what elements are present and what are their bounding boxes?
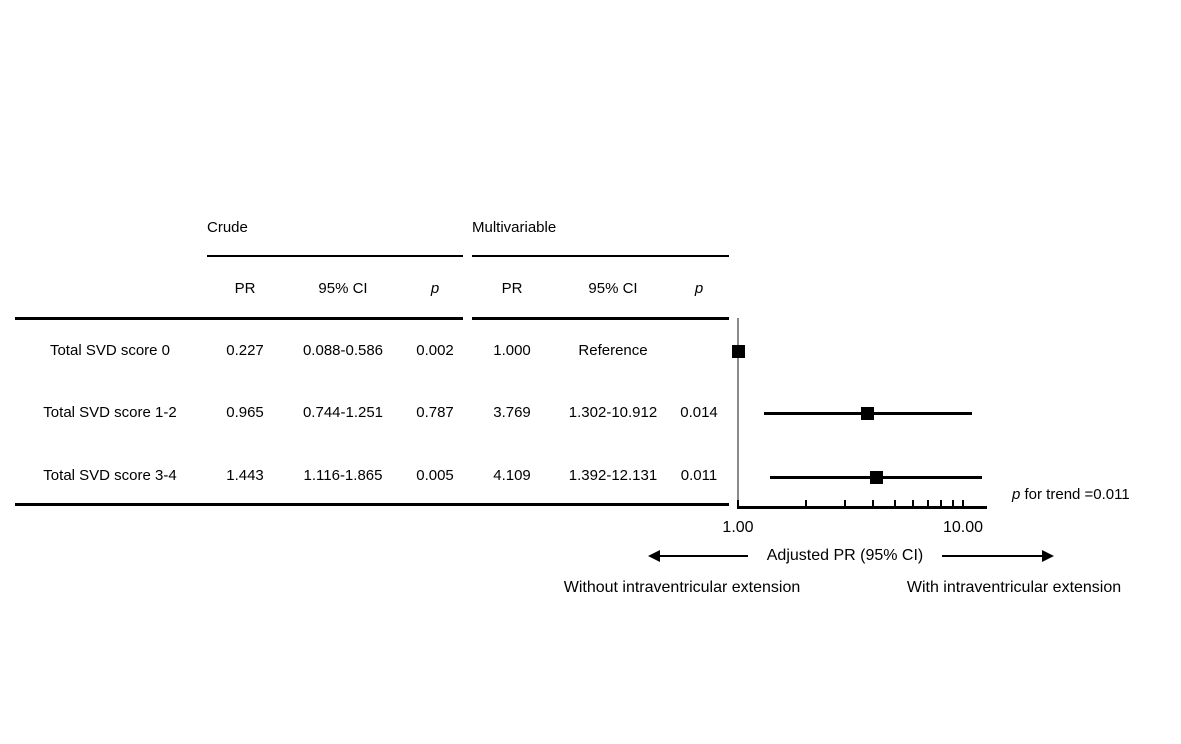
crude-header-underline bbox=[207, 255, 463, 257]
x-axis-tick bbox=[940, 500, 943, 506]
subheader-multi-p: p bbox=[694, 280, 704, 297]
pr-marker bbox=[861, 406, 875, 420]
right-arrow-icon bbox=[1042, 550, 1054, 562]
x-axis-tick bbox=[737, 500, 739, 506]
left-direction-label: Without intraventricular extension bbox=[563, 579, 801, 596]
multi-pr-cell: 3.769 bbox=[493, 404, 531, 421]
left-arrow-line bbox=[658, 555, 748, 557]
subheader-crude-ci: 95% CI bbox=[318, 280, 368, 297]
x-axis-tick bbox=[927, 500, 930, 506]
crude-ci-cell: 0.744-1.251 bbox=[302, 404, 384, 421]
multi-ci-cell: 1.392-12.131 bbox=[568, 467, 658, 484]
multi-p-cell: 0.011 bbox=[680, 467, 718, 484]
pr-marker bbox=[731, 344, 745, 358]
x-axis-tick bbox=[844, 500, 847, 506]
x-axis-tick bbox=[912, 500, 915, 506]
left-arrow-icon bbox=[648, 550, 660, 562]
reference-line bbox=[737, 318, 739, 506]
x-axis-tick bbox=[872, 500, 875, 506]
subheader-multi-pr: PR bbox=[501, 280, 523, 297]
row-label: Total SVD score 0 bbox=[49, 342, 171, 359]
multi-pr-cell: 1.000 bbox=[493, 342, 531, 359]
crude-p-cell: 0.002 bbox=[416, 342, 454, 359]
crude-pr-cell: 0.227 bbox=[226, 342, 264, 359]
x-axis-tick bbox=[951, 500, 954, 506]
p-for-trend-text: for trend =0.011 bbox=[1020, 486, 1130, 503]
subheader-crude-pr: PR bbox=[234, 280, 256, 297]
group-header-multivariable: Multivariable bbox=[472, 219, 557, 236]
crude-pr-cell: 1.443 bbox=[226, 467, 264, 484]
table-top-rule-right bbox=[472, 317, 729, 320]
row-label: Total SVD score 3-4 bbox=[43, 467, 177, 484]
group-header-crude: Crude bbox=[207, 219, 248, 236]
table-bottom-rule bbox=[15, 503, 729, 506]
right-direction-label: With intraventricular extension bbox=[906, 579, 1122, 596]
pr-marker bbox=[869, 470, 883, 484]
x-axis-tick-label: 10.00 bbox=[942, 519, 984, 536]
multi-ci-cell: 1.302-10.912 bbox=[568, 404, 658, 421]
crude-pr-cell: 0.965 bbox=[226, 404, 264, 421]
table-top-rule-left bbox=[15, 317, 463, 320]
x-axis-tick bbox=[804, 500, 807, 506]
crude-ci-cell: 1.116-1.865 bbox=[303, 467, 383, 484]
crude-ci-cell: 0.088-0.586 bbox=[302, 342, 384, 359]
x-axis-label: Adjusted PR (95% CI) bbox=[766, 547, 924, 564]
x-axis-tick bbox=[962, 500, 964, 506]
subheader-multi-ci: 95% CI bbox=[588, 280, 638, 297]
right-arrow-line bbox=[942, 555, 1042, 557]
x-axis-tick-label: 1.00 bbox=[722, 519, 754, 536]
crude-p-cell: 0.005 bbox=[416, 467, 454, 484]
multi-p-cell: 0.014 bbox=[680, 404, 718, 421]
crude-p-cell: 0.787 bbox=[416, 404, 454, 421]
p-for-trend-annotation: p for trend =0.011 bbox=[1012, 486, 1130, 504]
multi-pr-cell: 4.109 bbox=[493, 467, 531, 484]
x-axis-tick bbox=[894, 500, 897, 506]
p-for-trend-symbol: p bbox=[1012, 486, 1021, 503]
x-axis-line bbox=[737, 506, 987, 509]
subheader-crude-p: p bbox=[430, 280, 440, 297]
multi-ci-cell: Reference bbox=[578, 342, 648, 359]
multivariable-header-underline bbox=[472, 255, 729, 257]
row-label: Total SVD score 1-2 bbox=[43, 404, 177, 421]
